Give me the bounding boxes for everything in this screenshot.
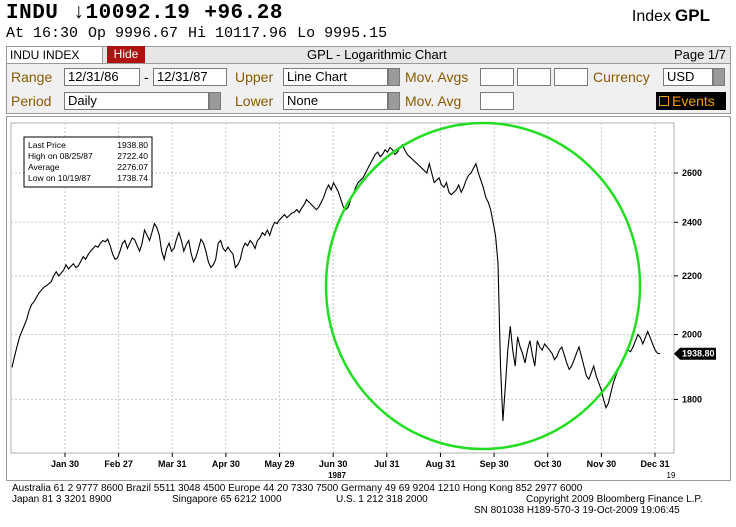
x-tick-label: Sep 30 (480, 459, 509, 469)
x-tick-label: Apr 30 (212, 459, 240, 469)
lower-dropdown-icon[interactable] (388, 92, 400, 110)
events-label: Events (672, 93, 715, 109)
stats-label: High on 08/25/87 (28, 151, 93, 161)
y-tick-label: 2000 (682, 330, 702, 340)
annotation-circle (324, 121, 642, 451)
period-label: Period (11, 93, 52, 109)
x-tick-label: May 29 (265, 459, 295, 469)
y-tick-label: 2400 (682, 217, 702, 227)
function-label: Index GPL (632, 6, 710, 26)
security-field[interactable]: INDU INDEX (7, 47, 103, 63)
footer-phones: Australia 61 2 9777 8600 Brazil 5511 304… (12, 483, 583, 494)
currency-dropdown-icon[interactable] (713, 68, 725, 86)
range-end-input[interactable]: 12/31/87 (153, 68, 227, 86)
quote-time: At 16:30 (6, 25, 79, 42)
stats-box (23, 136, 153, 188)
stats-value: 1938.80 (117, 140, 148, 150)
currency-select[interactable]: USD (663, 68, 713, 86)
net-change: +96.28 (204, 2, 283, 25)
last-price-marker (674, 347, 716, 360)
quote-line: At 16:30 Op 9996.67 Hi 10117.96 Lo 9995.15 (6, 25, 397, 42)
last-price: ↓10092.19 (72, 2, 191, 25)
footer-singapore: Singapore 65 6212 1000 (172, 494, 282, 505)
period-select[interactable]: Daily (64, 92, 209, 110)
upper-dropdown-icon[interactable] (388, 68, 400, 86)
stats-value: 2722.40 (117, 151, 148, 161)
mov-avg-lower-field[interactable] (480, 92, 514, 110)
price-chart: Jan 30 Feb 27 Mar 31 Apr 30 May 29 Jun 30 Jul … (10, 121, 716, 480)
chart-area: Jan 30 Feb 27 Mar 31 Apr 30 May 29 Jun 30 Jul … (6, 116, 731, 481)
chart-toolbar: INDU INDEX Hide GPL - Logarithmic Chart … (6, 46, 731, 64)
index-word: Index (631, 8, 672, 25)
last-price-label: 1938.80 (682, 349, 715, 359)
lower-select[interactable]: None (283, 92, 388, 110)
settings-panel: Range 12/31/86 - 12/31/87 Upper Line Cha… (6, 64, 731, 114)
stats-label: Average (28, 162, 60, 172)
y-tick-label: 2200 (682, 271, 702, 281)
function-code: GPL (675, 6, 710, 25)
stats-value: 2276.07 (117, 162, 148, 172)
quote-header: INDU ↓10092.19 +96.28 Index GPL At 16:30 Op … (0, 0, 736, 46)
mov-avg-label: Mov. Avg (405, 93, 462, 109)
x-tick-label: Dec 31 (640, 459, 669, 469)
x-tick-label: Oct 30 (534, 459, 562, 469)
x-tick-label: Jul 31 (374, 459, 400, 469)
x-tick-label: Jun 30 (319, 459, 348, 469)
range-label: Range (11, 69, 53, 85)
stats-value: 1738.74 (117, 173, 148, 183)
mov-avg-field-3[interactable] (554, 68, 588, 86)
range-dash: - (144, 69, 149, 85)
stats-label: Low on 10/19/87 (28, 173, 91, 183)
quote-low: Lo 9995.15 (297, 25, 388, 42)
y-tick-label: 1800 (682, 394, 702, 404)
quote-open: Op 9996.67 (88, 25, 179, 42)
x-tick-label: Feb 27 (104, 459, 133, 469)
ticker-symbol: INDU (6, 2, 59, 25)
footer-copyright: Copyright 2009 Bloomberg Finance L.P. (526, 494, 703, 505)
hide-button[interactable]: Hide (107, 46, 145, 63)
mov-avg-field-1[interactable] (480, 68, 514, 86)
year-label: 1987 (328, 471, 346, 480)
x-tick-label: Mar 31 (158, 459, 187, 469)
corner-label: 19 (667, 471, 676, 480)
footer-us: U.S. 1 212 318 2000 (336, 494, 428, 505)
chart-title: GPL - Logarithmic Chart (307, 47, 447, 62)
lower-label: Lower (235, 93, 274, 109)
currency-label: Currency (593, 69, 650, 85)
mov-avg-field-2[interactable] (517, 68, 551, 86)
events-checkbox-icon[interactable] (659, 96, 669, 106)
range-start-input[interactable]: 12/31/86 (64, 68, 140, 86)
mov-avgs-label: Mov. Avgs (405, 69, 469, 85)
upper-select[interactable]: Line Chart (283, 68, 388, 86)
x-tick-label: Nov 30 (587, 459, 617, 469)
footer: Australia 61 2 9777 8600 Brazil 5511 304… (6, 481, 731, 527)
x-tick-label: Jan 30 (51, 459, 79, 469)
x-tick-label: Aug 31 (425, 459, 455, 469)
footer-japan: Japan 81 3 3201 8900 (12, 494, 112, 505)
events-toggle[interactable]: Events (656, 92, 726, 110)
price-line (11, 143, 661, 422)
quote-high: Hi 10117.96 (188, 25, 288, 42)
upper-label: Upper (235, 69, 274, 85)
y-tick-label: 2600 (682, 168, 702, 178)
stats-label: Last Price (28, 140, 66, 150)
ticker-line: INDU ↓10092.19 +96.28 (6, 2, 297, 25)
period-dropdown-icon[interactable] (209, 92, 221, 110)
page-indicator: Page 1/7 (673, 47, 726, 62)
footer-serial: SN 801038 H189-570-3 19-Oct-2009 19:06:4… (474, 505, 680, 516)
